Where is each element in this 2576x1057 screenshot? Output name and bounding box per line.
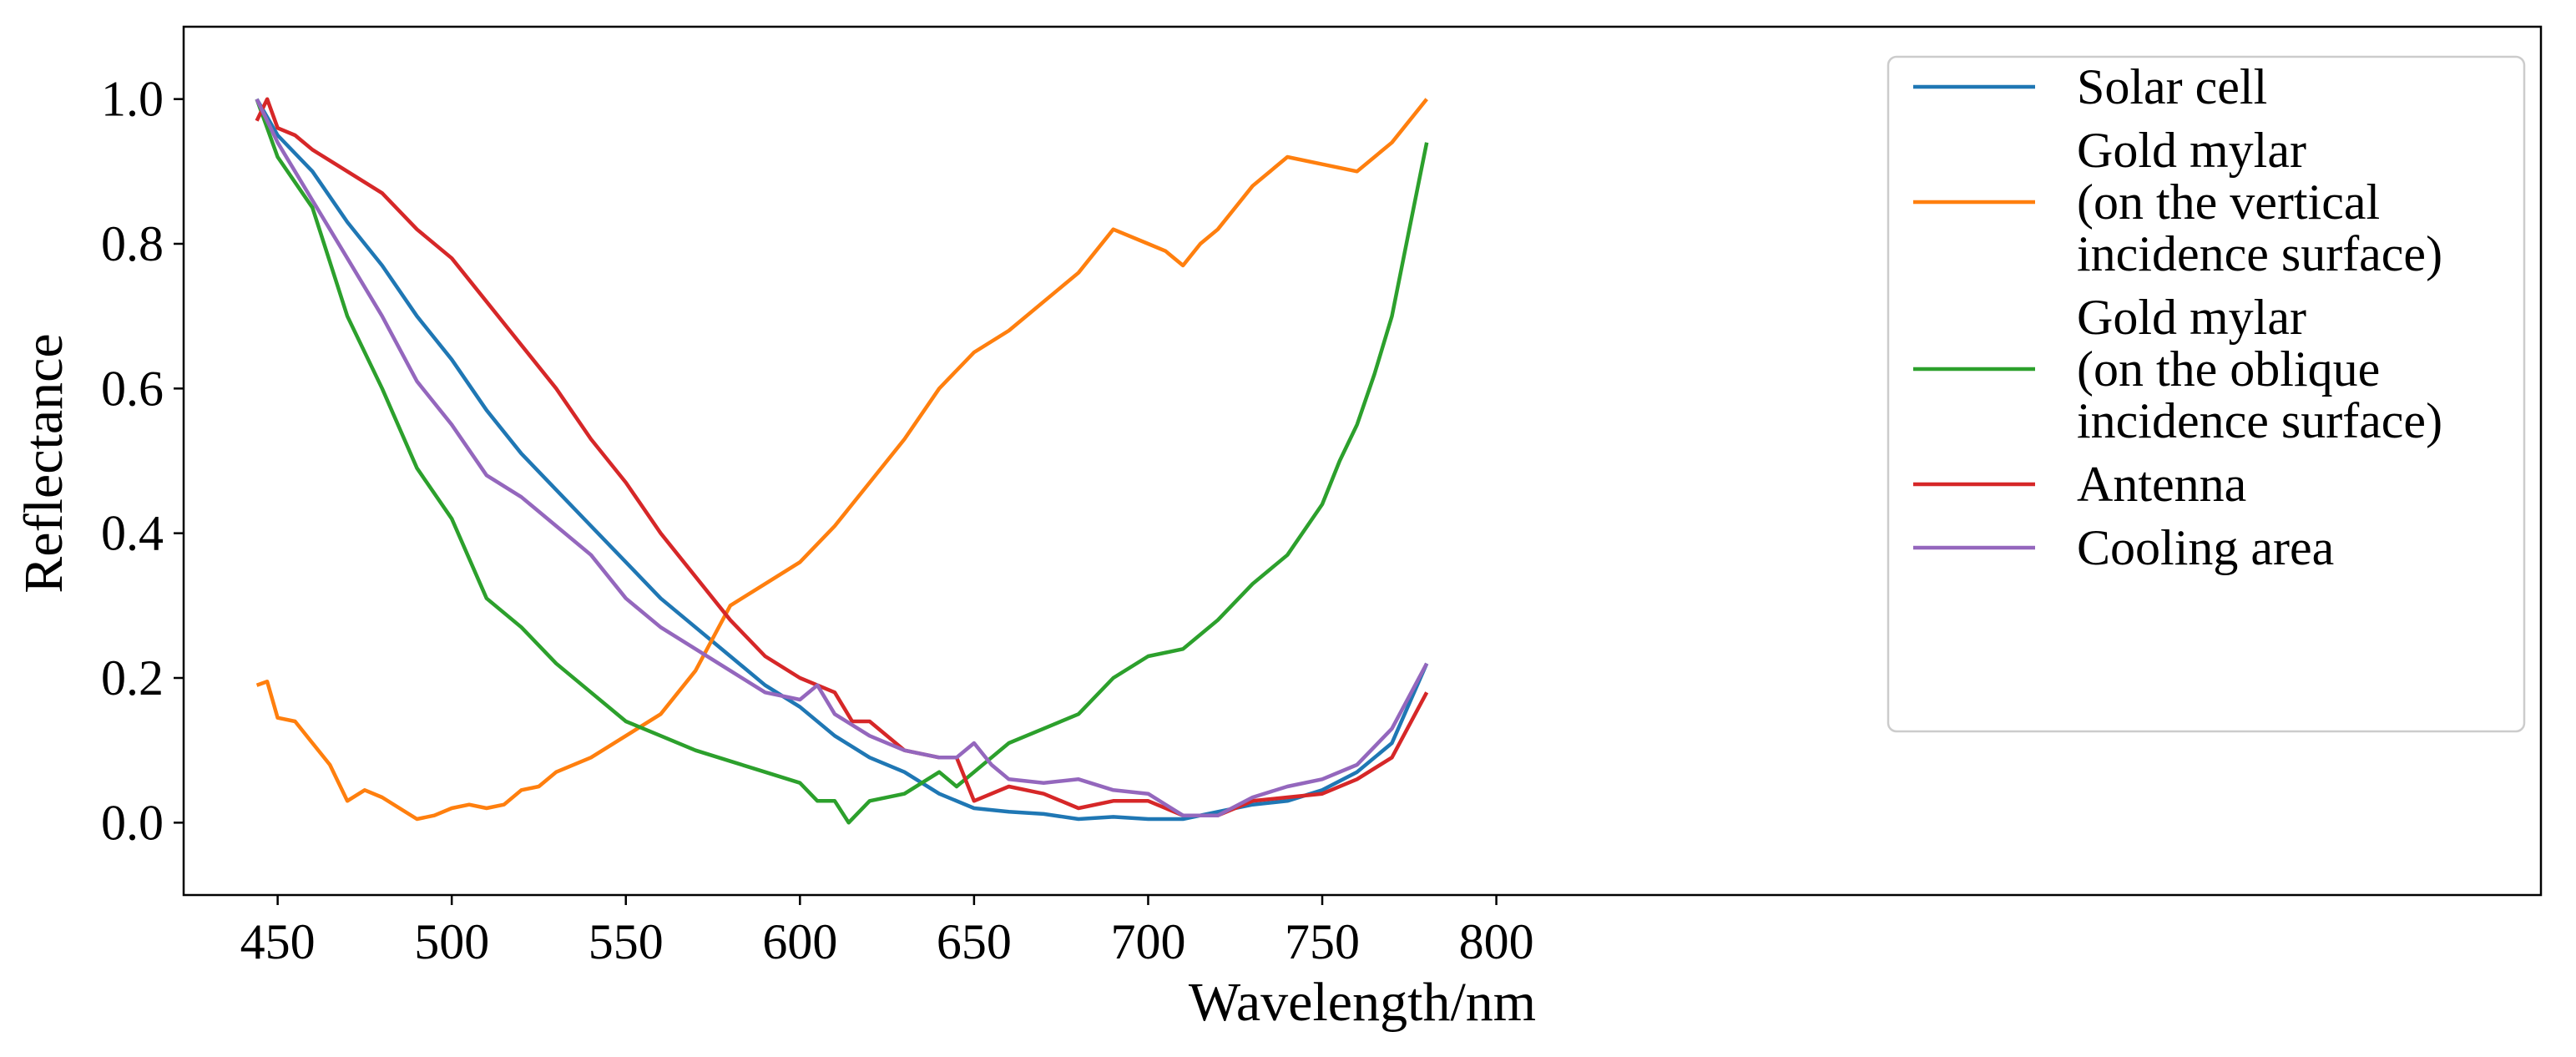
legend-label: incidence surface) <box>2077 226 2442 281</box>
x-tick-label: 450 <box>240 914 316 969</box>
y-tick-label: 0.6 <box>101 361 164 416</box>
legend-label: (on the vertical <box>2077 174 2380 230</box>
x-tick-label: 600 <box>762 914 837 969</box>
x-tick-label: 700 <box>1110 914 1185 969</box>
x-axis-ticks: 450 500 550 600 650 700 750 800 <box>240 895 1534 969</box>
x-tick-label: 750 <box>1285 914 1360 969</box>
x-tick-label: 800 <box>1459 914 1534 969</box>
series-line-gold-mylar-on-the-vertical-incidence-surface <box>255 98 1428 822</box>
x-tick-label: 550 <box>588 914 664 969</box>
x-tick-label: 650 <box>937 914 1012 969</box>
legend-label: Cooling area <box>2077 520 2334 575</box>
y-tick-label: 0.0 <box>101 795 164 850</box>
y-axis-label: Reflectance <box>13 333 74 593</box>
legend-label: incidence surface) <box>2077 393 2442 448</box>
legend-label: Solar cell <box>2077 59 2267 114</box>
legend-label: (on the oblique <box>2077 341 2380 397</box>
legend-label: Antenna <box>2077 457 2246 512</box>
legend-label: Gold mylar <box>2077 290 2306 345</box>
x-tick-label: 500 <box>414 914 489 969</box>
legend-frame <box>1887 55 2526 733</box>
x-axis-label: Wavelength/nm <box>1189 972 1536 1033</box>
y-tick-label: 0.4 <box>101 506 164 561</box>
y-tick-label: 0.8 <box>101 216 164 271</box>
legend-label: Gold mylar <box>2077 123 2306 178</box>
series-line-gold-mylar-on-the-oblique-incidence-surface <box>255 98 1429 825</box>
data-lines <box>255 97 1429 825</box>
y-tick-label: 1.0 <box>101 72 164 127</box>
y-tick-label: 0.2 <box>101 650 164 706</box>
series-line-cooling-area <box>255 98 1429 817</box>
y-axis-ticks: 0.0 0.2 0.4 0.6 0.8 1.0 <box>101 72 184 850</box>
